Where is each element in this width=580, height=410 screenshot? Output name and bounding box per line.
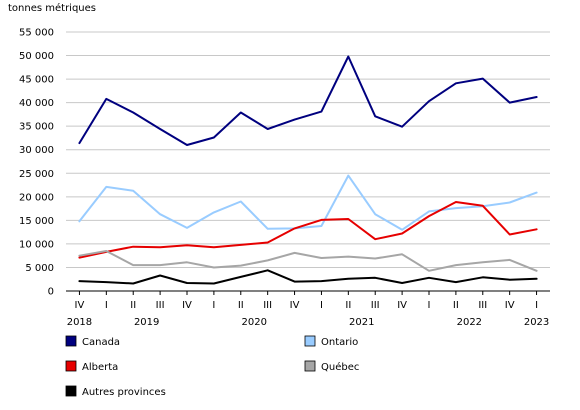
y-tick-label: 40 000 [19,98,54,109]
x-tick-label: IV [290,300,300,311]
legend-label: Alberta [82,362,118,373]
series-line-canada [78,55,538,146]
y-tick-label: 25 000 [19,169,54,180]
x-tick-label: II [238,300,244,311]
y-tick-label: 55 000 [19,28,54,39]
x-tick-label: I [320,300,323,311]
x-tick-label: IV [182,300,192,311]
legend-swatch [304,360,316,372]
x-year-label: 2019 [134,317,159,328]
legend-item: Canada [65,335,120,348]
legend-label: Autres provinces [82,387,166,398]
x-year-label: 2022 [457,317,482,328]
x-tick-label: I [105,300,108,311]
x-tick-label: I [428,300,431,311]
y-tick-label: 30 000 [19,145,54,156]
y-axis-tick-labels: 0 5 000 10 000 15 000 20 000 25 000 30 000 35 0… [19,28,54,298]
x-year-label: 2021 [349,317,374,328]
legend-item: Ontario [304,335,358,348]
legend-swatch [65,360,77,372]
x-tick-label: II [130,300,136,311]
series-line-autres-provinces [78,269,538,285]
legend-label: Ontario [321,337,358,348]
legend-swatch [65,335,77,347]
x-tick-label: III [478,300,487,311]
y-tick-label: 35 000 [19,122,54,133]
x-tick-label: IV [505,300,515,311]
y-tick-label: 10 000 [19,239,54,250]
y-tick-label: 0 [48,287,54,298]
y-tick-label: 20 000 [19,192,54,203]
x-tick-label: II [453,300,459,311]
legend-swatch [65,385,77,397]
series-line-alberta [78,201,538,259]
legend-swatch [304,335,316,347]
x-tick-label: I [535,300,538,311]
x-year-label: 2023 [524,317,549,328]
x-year-label: 2018 [67,317,92,328]
y-tick-label: 50 000 [19,51,54,62]
x-year-label: 2020 [241,317,266,328]
x-tick-label: II [345,300,351,311]
series-lines [78,55,538,285]
x-tick-label: III [156,300,165,311]
legend: Canada Ontario Alberta Québec Autres provinc… [65,335,359,398]
gridlines [66,31,550,292]
x-tick-label: IV [75,300,85,311]
legend-item: Autres provinces [65,385,166,398]
x-tick-label: IV [397,300,407,311]
x-tick-label: III [263,300,272,311]
legend-label: Canada [82,337,120,348]
y-tick-label: 5 000 [25,263,54,274]
x-tick-label: I [212,300,215,311]
x-tick-label: III [371,300,380,311]
series-line-ontario [78,174,538,231]
legend-item: Québec [304,360,359,373]
series-line-qu-bec [78,250,538,272]
legend-label: Québec [321,361,359,373]
y-tick-label: 45 000 [19,75,54,86]
legend-item: Alberta [65,360,118,373]
y-axis-unit-label: tonnes métriques [8,2,96,14]
y-tick-label: 15 000 [19,216,54,227]
